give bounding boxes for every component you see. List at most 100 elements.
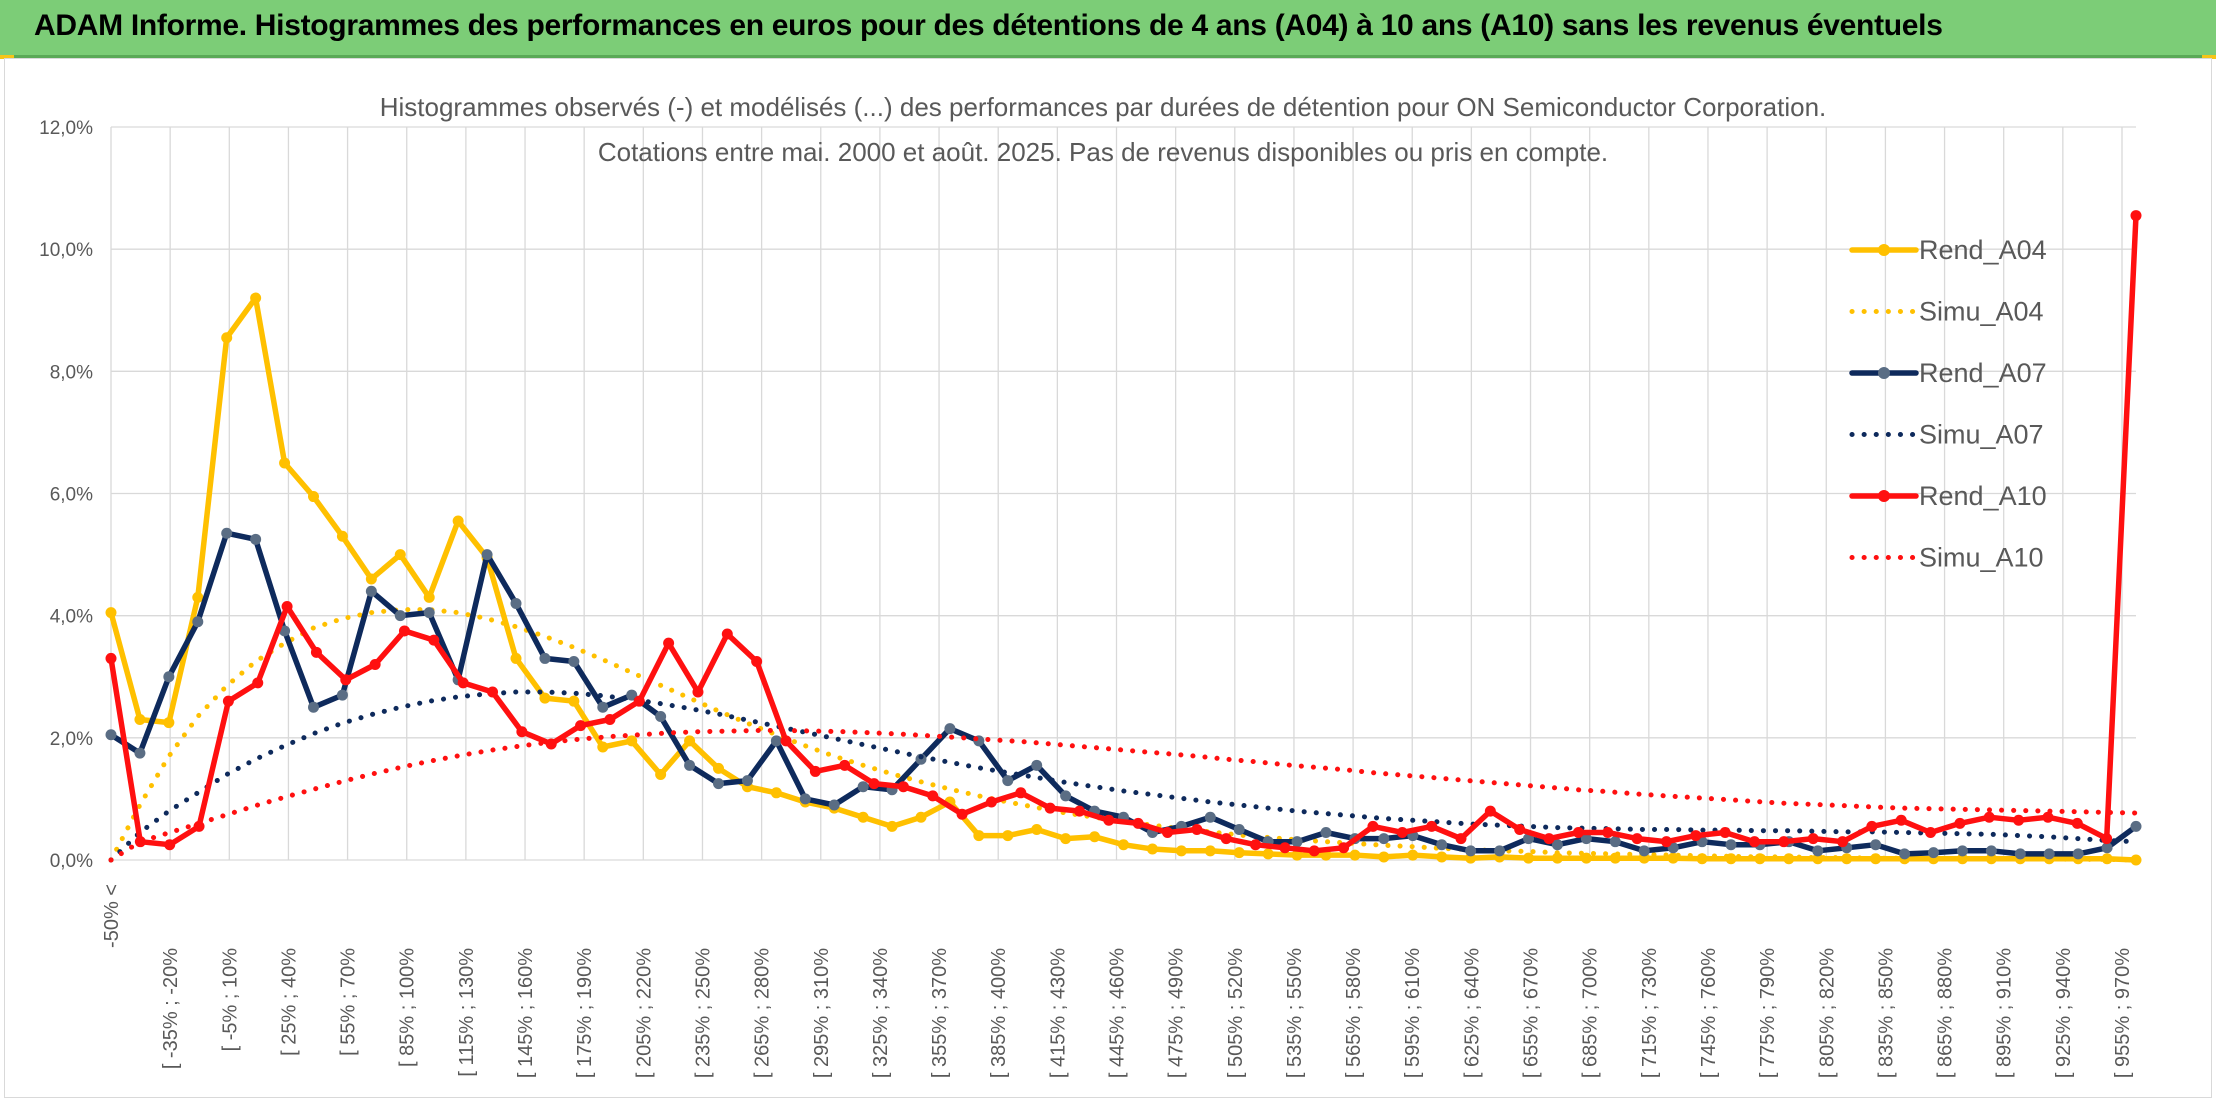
data-point [281, 601, 293, 613]
data-point [1572, 827, 1584, 839]
data-point [1089, 831, 1101, 843]
data-point [1367, 820, 1379, 832]
accent-corner-right [2202, 55, 2216, 59]
legend-label-simu_a07: Simu_A07 [1919, 420, 2044, 450]
data-point [1060, 790, 1072, 802]
data-point [1631, 833, 1643, 845]
data-point [452, 515, 464, 527]
x-tick-label: [ 475% ; 490% [1166, 948, 1188, 1078]
data-point [1580, 833, 1592, 845]
data-point [857, 781, 869, 793]
title-banner: ADAM Informe. Histogrammes des performan… [0, 0, 2216, 58]
data-point [164, 839, 176, 851]
data-point [1103, 814, 1115, 826]
legend-label-rend_a07: Rend_A07 [1919, 358, 2047, 388]
data-point [1250, 839, 1262, 851]
legend-label-rend_a04: Rend_A04 [1919, 235, 2047, 265]
data-point [1983, 811, 1995, 823]
data-point [1523, 852, 1534, 864]
data-point [1002, 775, 1014, 787]
data-point [2130, 820, 2142, 832]
data-point [1204, 811, 1216, 823]
data-point [741, 775, 753, 787]
x-tick-label: [ 565% ; 580% [1343, 948, 1365, 1078]
data-point [985, 796, 997, 808]
y-tick-label: 10,0% [39, 240, 93, 261]
data-point [1378, 833, 1390, 845]
data-point [1899, 848, 1911, 860]
data-point [868, 778, 880, 790]
x-tick-label: [ 25% ; 40% [278, 948, 300, 1056]
data-point [1543, 833, 1555, 845]
x-tick-label: [ 685% ; 700% [1580, 948, 1602, 1078]
data-point [1015, 787, 1027, 799]
x-tick-label: [ 265% ; 280% [752, 948, 774, 1078]
data-point [487, 686, 499, 698]
data-point [2101, 842, 2113, 854]
data-point [1291, 849, 1303, 861]
data-point [105, 729, 117, 741]
data-point [1191, 823, 1203, 835]
data-point [956, 808, 968, 820]
x-tick-label: [ 805% ; 820% [1816, 948, 1838, 1078]
data-point [2042, 811, 2054, 823]
x-tick-label: [ 505% ; 520% [1225, 948, 1247, 1078]
data-point [423, 591, 435, 603]
data-point [1132, 817, 1144, 829]
data-point [1349, 849, 1361, 861]
data-point [1175, 845, 1187, 857]
data-point [721, 628, 733, 640]
data-point [1262, 848, 1274, 860]
x-tick-label: [ 595% ; 610% [1402, 948, 1424, 1078]
series-line-rend_a04 [108, 295, 2139, 863]
data-point [1494, 845, 1506, 857]
data-point [1956, 845, 1968, 857]
data-point [510, 652, 522, 664]
data-point [1407, 849, 1419, 861]
data-point [857, 811, 869, 823]
data-point [684, 759, 696, 771]
data-point [340, 674, 352, 686]
data-point [770, 787, 782, 799]
data-point [568, 695, 580, 707]
data-point [1812, 845, 1824, 857]
data-point [250, 533, 262, 545]
data-point [1320, 827, 1332, 839]
data-point [221, 332, 233, 344]
data-point [1956, 853, 1968, 865]
data-point [365, 573, 377, 585]
x-tick-label: [ 715% ; 730% [1639, 948, 1661, 1078]
data-point [192, 616, 204, 628]
data-point [1870, 839, 1882, 851]
data-point [221, 527, 233, 539]
data-point [568, 655, 580, 667]
x-tick-label: [ -35% ; -20% [160, 948, 182, 1069]
data-point [1044, 802, 1056, 814]
data-point [1660, 836, 1672, 848]
x-tick-label: [ 415% ; 430% [1047, 948, 1069, 1078]
x-tick-label: [ 655% ; 670% [1521, 948, 1543, 1078]
data-point [457, 677, 469, 689]
data-point [575, 720, 587, 732]
data-point [1220, 833, 1232, 845]
data-point [1002, 830, 1014, 842]
chart-title-line-1: Histogrammes observés (-) et modélisés (… [380, 92, 1827, 122]
data-point [809, 765, 821, 777]
data-point [1778, 836, 1790, 848]
x-tick-label: [ 325% ; 340% [870, 948, 892, 1078]
data-point [2043, 848, 2055, 860]
data-point [655, 710, 667, 722]
y-axis: 0,0% 2,0% 4,0% 6,0% 8,0% 10,0% 12,0% [39, 118, 93, 872]
data-point [828, 799, 840, 811]
data-point [394, 610, 406, 622]
data-point [1807, 833, 1819, 845]
legend-marker [1878, 244, 1890, 256]
data-point [134, 714, 146, 726]
data-point [973, 830, 985, 842]
data-point [2130, 210, 2142, 222]
legend-marker [1878, 367, 1890, 379]
data-point [516, 726, 528, 738]
legend-label-simu_a04: Simu_A04 [1919, 297, 2044, 327]
data-point [308, 701, 319, 713]
y-tick-label: 2,0% [50, 729, 93, 750]
